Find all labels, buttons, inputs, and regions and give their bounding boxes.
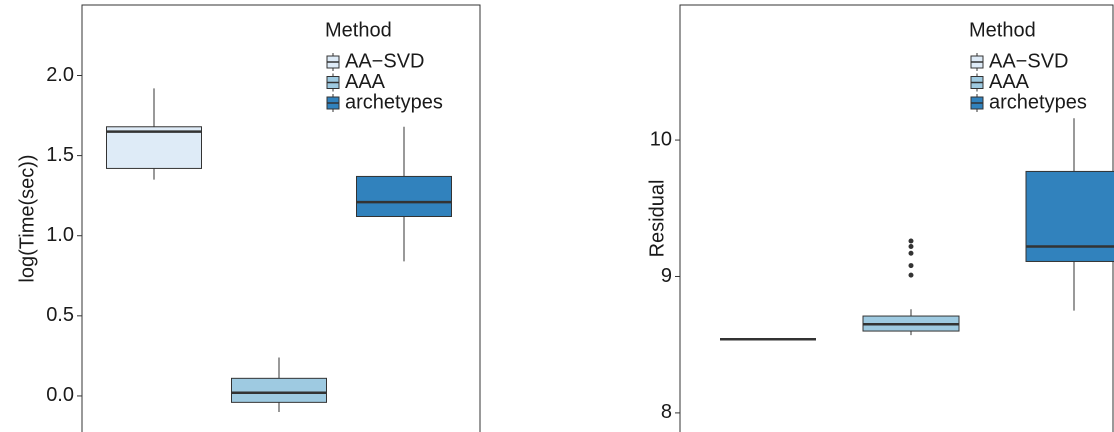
legend-label: AA−SVD xyxy=(345,50,424,72)
legend-label: AAA xyxy=(989,71,1030,93)
box xyxy=(356,175,452,217)
y-tick-label: 8 xyxy=(661,401,672,423)
panel-frame xyxy=(81,4,481,432)
legend-title: Method xyxy=(969,19,1036,41)
legend-label: AA−SVD xyxy=(989,50,1068,72)
box xyxy=(231,377,327,403)
y-tick-label: 1.0 xyxy=(46,224,74,246)
y-tick-label: 0.0 xyxy=(46,384,74,406)
outlier xyxy=(908,243,914,249)
legend-label: archetypes xyxy=(345,91,443,113)
y-tick-label: 0.5 xyxy=(46,304,74,326)
outlier xyxy=(908,272,914,278)
box xyxy=(1025,170,1114,262)
y-axis-label: log(Time(sec)) xyxy=(16,154,38,282)
y-tick-label: 2.0 xyxy=(46,64,74,86)
y-axis-label: Residual xyxy=(646,180,668,258)
outlier xyxy=(908,250,914,256)
outlier xyxy=(908,238,914,244)
y-tick-label: 9 xyxy=(661,265,672,287)
y-tick-label: 1.5 xyxy=(46,144,74,166)
legend-label: archetypes xyxy=(989,91,1087,113)
legend-title: Method xyxy=(325,19,392,41)
outlier xyxy=(908,263,914,269)
y-tick-label: 10 xyxy=(650,128,672,150)
legend-label: AAA xyxy=(345,71,386,93)
box xyxy=(106,126,202,169)
